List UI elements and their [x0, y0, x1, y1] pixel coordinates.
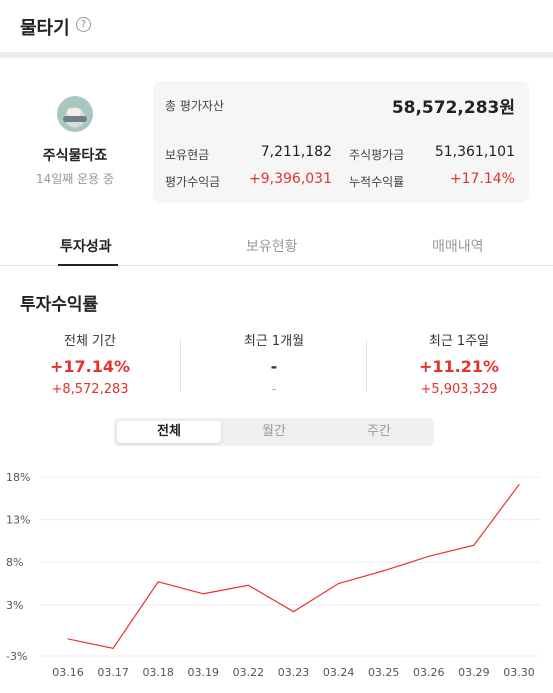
tab-performance[interactable]: 투자성과 [60, 239, 112, 255]
period-option-all[interactable]: 전체 [117, 421, 221, 443]
data-point [338, 582, 340, 585]
cum-return-label: 누적수익률 [349, 175, 405, 189]
y-tick-label: -3% [6, 650, 27, 663]
data-point [518, 484, 520, 486]
tab-trades[interactable]: 매매내역 [432, 239, 484, 255]
x-tick-label: 03.17 [97, 666, 129, 679]
profile-name: 주식물타죠 [42, 148, 108, 164]
period-option-weekly[interactable]: 주간 [367, 424, 391, 439]
page-title: 물타기 [20, 18, 70, 39]
series-line [67, 484, 520, 649]
stat-amount: +5,903,329 [420, 382, 498, 397]
data-point [473, 544, 475, 546]
eval-profit-label: 평가수익금 [165, 175, 221, 189]
stat-all-period: 전체 기간 +17.14% +8,572,283 [15, 330, 165, 397]
x-tick-label: 03.29 [458, 666, 490, 679]
data-point [112, 647, 114, 649]
active-tab-indicator [58, 264, 118, 266]
section-divider [0, 52, 553, 58]
tab-bar: 투자성과 보유현황 매매내역 [0, 228, 553, 266]
eval-profit-value: +9,396,031 [249, 171, 332, 187]
stock-eval-label: 주식평가금 [349, 148, 405, 162]
stock-eval-value: 51,361,101 [434, 144, 515, 160]
stat-percent: +17.14% [49, 357, 131, 376]
y-tick-label: 3% [6, 599, 23, 612]
avatar [57, 96, 93, 132]
y-tick-label: 18% [6, 471, 30, 484]
stat-last-week: 최근 1주일 +11.21% +5,903,329 [384, 330, 534, 397]
x-tick-label: 03.30 [503, 666, 535, 679]
data-point [247, 584, 249, 586]
y-tick-label: 13% [6, 514, 30, 527]
summary-card: 총 평가자산 58,572,283원 보유현금 7,211,182 주식평가금 … [153, 81, 529, 203]
profile-days: 14일째 운용 중 [35, 172, 115, 186]
tab-holdings[interactable]: 보유현황 [246, 239, 298, 255]
stat-divider [366, 340, 367, 392]
section-title: 투자수익률 [20, 295, 99, 315]
total-assets-label: 총 평가자산 [165, 99, 225, 113]
data-point [202, 593, 204, 595]
help-icon[interactable]: ? [76, 17, 91, 32]
x-tick-label: 03.24 [323, 666, 355, 679]
stat-percent: - [270, 357, 278, 376]
stat-divider [180, 340, 181, 392]
data-point [157, 581, 159, 583]
avatar-image-part [63, 116, 87, 122]
return-line-chart: 18% 13% 8% 3% -3% 03.16 03.17 03.18 03.19 03.22 03… [6, 471, 540, 679]
cash-label: 보유현금 [165, 148, 210, 162]
x-tick-label: 03.26 [413, 666, 445, 679]
stat-amount: +8,572,283 [51, 382, 129, 397]
cum-return-value: +17.14% [449, 171, 515, 187]
data-point [67, 638, 69, 640]
stat-percent: +11.21% [418, 357, 500, 376]
data-point [292, 611, 295, 613]
x-tick-label: 03.25 [368, 666, 400, 679]
stat-header: 전체 기간 [64, 334, 116, 349]
x-tick-label: 03.23 [278, 666, 310, 679]
stat-header: 최근 1개월 [243, 334, 305, 349]
y-tick-label: 8% [6, 556, 23, 569]
stat-header: 최근 1주일 [428, 334, 490, 349]
top-bar: 물타기 ? [0, 0, 553, 52]
x-tick-label: 03.22 [233, 666, 265, 679]
cash-value: 7,211,182 [260, 144, 332, 160]
x-tick-label: 03.16 [52, 666, 84, 679]
x-tick-label: 03.18 [142, 666, 174, 679]
stat-last-month: 최근 1개월 - - [199, 330, 349, 397]
data-point [428, 555, 430, 557]
stat-amount: - [271, 382, 277, 397]
avatar-image-part [67, 108, 81, 116]
total-assets-value: 58,572,283원 [391, 98, 515, 118]
period-option-monthly[interactable]: 월간 [262, 424, 286, 439]
period-selector: 전체 월간 주간 [114, 418, 434, 446]
data-point [383, 570, 385, 572]
x-tick-label: 03.19 [188, 666, 220, 679]
